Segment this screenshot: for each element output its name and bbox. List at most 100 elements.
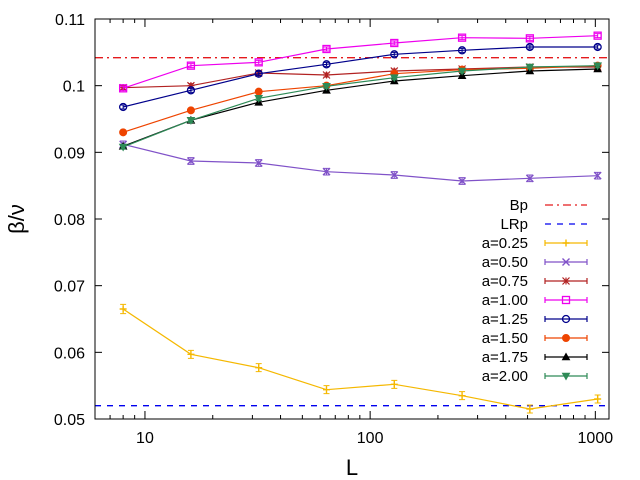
- error-bar: [187, 63, 194, 69]
- data-point: [254, 159, 263, 167]
- data-point: [118, 102, 128, 112]
- y-tick-label: 0.11: [55, 12, 85, 29]
- legend-marker: [562, 239, 570, 247]
- legend-marker: [561, 295, 571, 305]
- error-bar: [459, 47, 466, 53]
- data-point: [118, 143, 128, 152]
- data-point: [526, 405, 534, 413]
- legend-line: [544, 316, 588, 322]
- legend-label: a=1.00: [482, 292, 528, 309]
- data-point: [255, 364, 263, 372]
- series-a-1-00: [118, 31, 602, 93]
- data-point: [254, 95, 264, 103]
- error-bar: [187, 87, 194, 93]
- error-bar: [391, 40, 398, 46]
- data-point: [390, 38, 399, 48]
- legend-marker: [562, 258, 570, 266]
- series-a-2-00: [118, 62, 603, 152]
- error-bar: [594, 33, 601, 39]
- data-point: [593, 42, 602, 52]
- data-point: [186, 106, 195, 115]
- data-point: [322, 386, 330, 394]
- data-point: [593, 31, 602, 40]
- data-point: [594, 395, 602, 403]
- legend-label: a=2.00: [482, 368, 528, 385]
- data-point: [458, 392, 466, 400]
- y-tick-label: 0.06: [54, 345, 85, 362]
- error-bar: [391, 51, 398, 57]
- series-line: [122, 308, 598, 410]
- legend-marker: [562, 334, 570, 342]
- legend-label: a=0.50: [482, 254, 528, 271]
- data-point: [389, 74, 399, 83]
- data-point: [525, 34, 535, 43]
- legend-label: a=1.25: [482, 311, 528, 328]
- y-tick-label: 0.1: [63, 79, 85, 96]
- data-point: [457, 33, 467, 42]
- data-point: [390, 50, 399, 59]
- error-bar: [255, 59, 262, 65]
- data-point: [457, 46, 467, 55]
- y-tick-label: 0.05: [54, 412, 85, 429]
- error-bar: [526, 44, 533, 50]
- series-line: [122, 68, 598, 147]
- data-point: [254, 69, 263, 78]
- legend-label: a=0.75: [482, 273, 528, 290]
- data-point: [322, 167, 331, 176]
- series-a-1-25: [118, 42, 602, 112]
- data-point: [186, 81, 195, 90]
- data-point: [322, 71, 331, 79]
- data-point: [593, 171, 602, 180]
- data-point: [525, 174, 534, 183]
- y-axis-label: β/ν: [4, 204, 29, 234]
- data-point: [186, 86, 196, 95]
- data-point: [186, 117, 196, 125]
- data-point: [254, 58, 263, 67]
- data-point: [322, 60, 331, 69]
- error-bar: [594, 44, 601, 50]
- legend-line: [544, 297, 588, 303]
- data-point: [593, 62, 603, 71]
- data-point: [186, 157, 195, 165]
- x-tick-label: 10: [136, 430, 154, 447]
- error-bar: [120, 85, 127, 91]
- data-point: [322, 44, 331, 54]
- legend-marker: [561, 352, 571, 361]
- data-point: [322, 83, 331, 91]
- legend-label: Bp: [510, 197, 528, 214]
- data-point: [119, 128, 128, 137]
- error-bar: [526, 35, 533, 41]
- y-tick-label: 0.09: [54, 145, 85, 162]
- series-line: [122, 65, 598, 148]
- legend-label: a=1.75: [482, 349, 528, 366]
- series-line: [122, 46, 598, 108]
- x-tick-label: 100: [357, 430, 384, 447]
- series-line: [122, 35, 598, 89]
- error-bar: [323, 46, 330, 52]
- data-point: [118, 84, 128, 93]
- series-line: [122, 65, 598, 133]
- legend-label: a=0.25: [482, 235, 528, 252]
- data-point: [390, 171, 399, 179]
- data-point: [525, 63, 535, 72]
- data-point: [254, 87, 263, 96]
- legend-label: LRp: [500, 216, 528, 233]
- data-point: [525, 42, 535, 52]
- y-tick-label: 0.07: [54, 279, 85, 296]
- data-point: [187, 350, 195, 358]
- data-point: [458, 177, 467, 185]
- data-point: [186, 61, 196, 70]
- error-bar: [323, 61, 330, 67]
- error-bar: [120, 104, 127, 110]
- series-a-0-25: [119, 303, 602, 414]
- data-point: [390, 380, 398, 388]
- series-line: [122, 143, 598, 182]
- legend-marker: [561, 372, 571, 381]
- error-bar: [459, 35, 466, 41]
- data-point: [457, 67, 467, 76]
- x-tick-label: 1000: [578, 430, 614, 447]
- legend-label: a=1.50: [482, 330, 528, 347]
- legend-marker: [561, 314, 571, 324]
